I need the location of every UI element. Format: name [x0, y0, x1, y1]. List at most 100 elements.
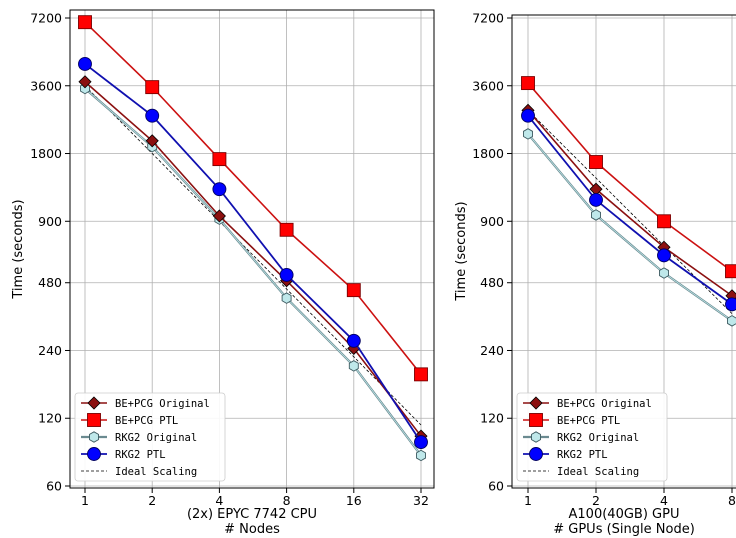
left-x-ticks: 1 2 4 8 16 32: [81, 488, 429, 508]
right-series-line: [527, 115, 733, 306]
left-series-be-pcg-ptl: [78, 15, 428, 382]
left-y-tick-label: 240: [38, 343, 62, 358]
left-legend-entry: BE+PCG PTL: [81, 413, 178, 427]
left-y-tick-label: 1800: [30, 146, 62, 161]
left-series-line-inner: [84, 88, 422, 456]
left-legend-label: Ideal Scaling: [115, 466, 197, 478]
right-legend-entry: BE+PCG PTL: [523, 413, 620, 427]
right-x-ticks: 1 2 4 8: [524, 488, 736, 508]
right-y-tick-label: 7200: [472, 11, 504, 26]
left-x-tick-label: 2: [148, 493, 156, 508]
right-x-label-2: # GPUs (Single Node): [553, 522, 695, 537]
left-legend-marker: [87, 447, 101, 461]
right-legend-marker: [529, 447, 543, 461]
left-panel: 60 120 240 480 900 1800 3600 7200 1 2 4 8 16 32 (2x)…: [11, 9, 435, 537]
right-data-point: [725, 297, 736, 312]
left-y-ticks: 60 120 240 480 900 1800 3600 7200: [30, 11, 70, 494]
left-legend-box: [74, 392, 226, 482]
right-y-tick-label: 900: [480, 214, 504, 229]
right-data-point: [591, 209, 601, 221]
right-legend-label: RKG2 PTL: [557, 449, 608, 461]
right-series-line: [527, 109, 733, 297]
left-data-point: [212, 209, 226, 223]
left-series-ideal-scaling: [84, 85, 422, 426]
left-data-point: [145, 108, 160, 123]
right-legend-entry: RKG2 PTL: [523, 447, 608, 461]
right-data-point: [727, 315, 736, 327]
right-series: [521, 76, 736, 327]
left-series-line: [84, 85, 422, 426]
right-x-tick-label: 4: [660, 493, 668, 508]
left-data-point: [145, 80, 160, 95]
left-legend-marker: [89, 431, 99, 443]
left-y-tick-label: 60: [46, 479, 62, 494]
right-x-tick-label: 2: [592, 493, 600, 508]
right-data-point: [589, 192, 603, 207]
right-x-tick-label: 1: [524, 493, 532, 508]
left-data-point: [212, 152, 227, 167]
right-legend-entry: Ideal Scaling: [523, 466, 639, 478]
right-data-point: [521, 108, 535, 123]
right-legend-entry: RKG2 Original: [523, 431, 639, 444]
left-data-point: [145, 134, 159, 148]
right-y-tick-label: 240: [480, 343, 504, 358]
left-y-tick-label: 480: [38, 275, 62, 290]
left-data-point: [78, 15, 92, 30]
left-x-tick-label: 8: [283, 493, 291, 508]
left-x-tick-label: 4: [215, 493, 223, 508]
left-data-point: [78, 56, 92, 71]
right-series-ideal-scaling: [527, 110, 733, 314]
right-panel: 60 120 240 480 900 1800 3600 7200 1 2 4 8 A100(40G…: [454, 11, 736, 537]
left-y-tick-label: 3600: [30, 78, 62, 93]
right-legend-label: Ideal Scaling: [557, 466, 639, 478]
right-series-line: [527, 110, 733, 314]
left-legend-label: BE+PCG PTL: [115, 415, 178, 427]
right-legend: BE+PCG Original BE+PCG PTL RKG2 Original RK…: [516, 392, 668, 482]
left-legend-entry: RKG2 Original: [81, 431, 197, 444]
right-legend-marker: [529, 413, 543, 427]
left-legend: BE+PCG Original BE+PCG PTL RKG2 Original RK…: [74, 392, 226, 482]
left-y-tick-label: 900: [38, 214, 62, 229]
right-data-point: [657, 214, 671, 229]
right-legend-marker: [531, 431, 541, 443]
left-x-tick-label: 16: [346, 493, 362, 508]
left-y-tick-label: 7200: [30, 11, 62, 26]
left-data-point: [279, 267, 294, 282]
right-data-point: [589, 155, 603, 169]
left-data-point: [212, 182, 227, 197]
left-data-point: [416, 449, 426, 462]
left-series-line: [84, 63, 422, 443]
right-series-line: [527, 82, 733, 272]
left-x-label-2: # Nodes: [224, 522, 280, 537]
left-data-point: [346, 283, 361, 298]
right-plot-frame: [511, 14, 736, 489]
right-y-tick-label: 120: [480, 411, 504, 426]
right-x-tick-label: 8: [728, 493, 736, 508]
left-data-point: [279, 222, 294, 237]
left-legend-label: RKG2 Original: [115, 432, 197, 444]
right-series-be-pcg-ptl: [521, 76, 736, 279]
left-x-label-1: (2x) EPYC 7742 CPU: [187, 507, 317, 522]
left-data-point: [78, 75, 92, 89]
right-data-point: [725, 264, 736, 279]
right-legend-label: RKG2 Original: [557, 432, 639, 444]
left-x-tick-label: 1: [81, 493, 89, 508]
right-y-tick-label: 1800: [472, 146, 504, 161]
left-legend-marker: [87, 413, 101, 427]
left-data-point: [414, 367, 428, 382]
right-legend-label: BE+PCG Original: [557, 398, 652, 410]
right-series-rkg2-ptl: [521, 108, 736, 312]
left-x-tick-label: 32: [413, 493, 429, 508]
right-legend-marker: [529, 396, 543, 410]
left-legend-label: RKG2 PTL: [115, 449, 166, 461]
right-y-label: Time (seconds): [454, 201, 469, 301]
left-data-point: [414, 435, 428, 450]
right-data-point: [523, 128, 533, 140]
left-series-rkg2-ptl: [78, 56, 428, 450]
left-legend-entry: RKG2 PTL: [81, 447, 166, 461]
left-series-line: [84, 81, 422, 437]
right-data-point: [657, 248, 671, 263]
right-series-rkg2-original: [523, 128, 736, 327]
right-y-ticks: 60 120 240 480 900 1800 3600 7200: [472, 11, 512, 494]
